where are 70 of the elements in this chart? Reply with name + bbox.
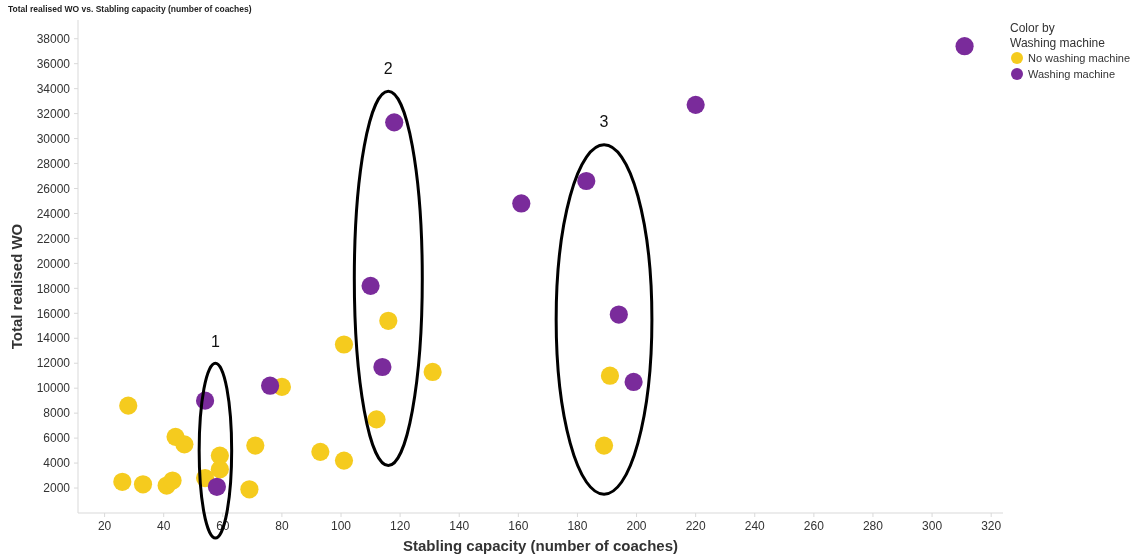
point <box>311 442 330 461</box>
x-tick-label: 120 <box>390 519 411 533</box>
point <box>133 475 153 494</box>
point <box>609 305 628 324</box>
x-tick-label: 300 <box>922 519 943 533</box>
point <box>577 171 596 191</box>
y-tick-label: 12000 <box>36 356 71 371</box>
y-tick-label: 10000 <box>36 381 71 396</box>
point <box>240 480 259 499</box>
x-tick-label: 100 <box>331 519 352 533</box>
legend-title: Color by Washing machine <box>1010 21 1106 50</box>
point <box>594 436 614 455</box>
point <box>423 362 442 382</box>
x-tick-label: 160 <box>508 519 529 533</box>
y-tick-label: 34000 <box>36 81 71 96</box>
legend-label: No washing machine <box>1028 51 1131 64</box>
x-tick-label: 180 <box>567 519 588 533</box>
y-tick-label: 8000 <box>43 406 71 421</box>
annotation: 2 <box>383 59 393 77</box>
point <box>624 372 643 392</box>
x-tick-label: 200 <box>626 519 647 533</box>
y-tick-label: 38000 <box>36 31 71 46</box>
point <box>600 366 620 385</box>
point <box>334 451 354 470</box>
point <box>379 311 398 330</box>
point <box>119 396 138 415</box>
point <box>955 37 974 56</box>
y-tick-label: 14000 <box>36 331 71 346</box>
y-tick-label: 16000 <box>36 306 71 321</box>
y-tick-label: 28000 <box>36 156 71 171</box>
x-tick-label: 220 <box>685 519 706 533</box>
point <box>113 472 132 491</box>
point <box>385 113 404 132</box>
point <box>163 471 182 490</box>
y-axis-title: Total realised WO <box>8 223 25 350</box>
point <box>207 477 226 496</box>
x-tick-label: 240 <box>744 519 766 533</box>
x-tick-label: 80 <box>275 519 289 533</box>
annotation: 3 <box>599 113 609 131</box>
point <box>175 435 194 454</box>
point <box>246 436 265 455</box>
y-tick-label: 30000 <box>36 131 71 146</box>
point <box>367 410 386 429</box>
point <box>512 194 531 213</box>
y-tick-label: 6000 <box>43 431 71 446</box>
point <box>261 376 280 395</box>
chart-title: Total realised WO vs. Stabling capacity (number of coaches) <box>8 4 252 14</box>
legend-label: Washing machine <box>1028 67 1116 80</box>
annotation: 1 <box>210 333 220 350</box>
x-tick-label: 320 <box>981 519 1002 533</box>
point <box>373 357 392 377</box>
x-tick-label: 140 <box>449 519 470 533</box>
y-tick-label: 2000 <box>43 481 71 496</box>
y-tick-label: 26000 <box>36 181 71 196</box>
x-tick-label: 40 <box>157 519 171 533</box>
x-tick-label: 260 <box>803 519 825 533</box>
point <box>686 95 705 114</box>
y-tick-label: 4000 <box>43 456 71 471</box>
y-tick-label: 32000 <box>36 106 71 121</box>
y-tick-label: 20000 <box>36 256 71 271</box>
y-tick-label: 22000 <box>36 231 71 246</box>
x-tick-label: 280 <box>862 519 884 533</box>
y-tick-label: 36000 <box>36 56 71 71</box>
y-tick-label: 18000 <box>36 281 71 296</box>
x-axis-title: Stabling capacity (number of coaches) <box>402 537 679 554</box>
point <box>334 335 354 354</box>
point <box>210 460 229 479</box>
y-tick-label: 24000 <box>36 206 71 221</box>
point <box>361 276 380 295</box>
x-tick-label: 20 <box>97 519 112 533</box>
